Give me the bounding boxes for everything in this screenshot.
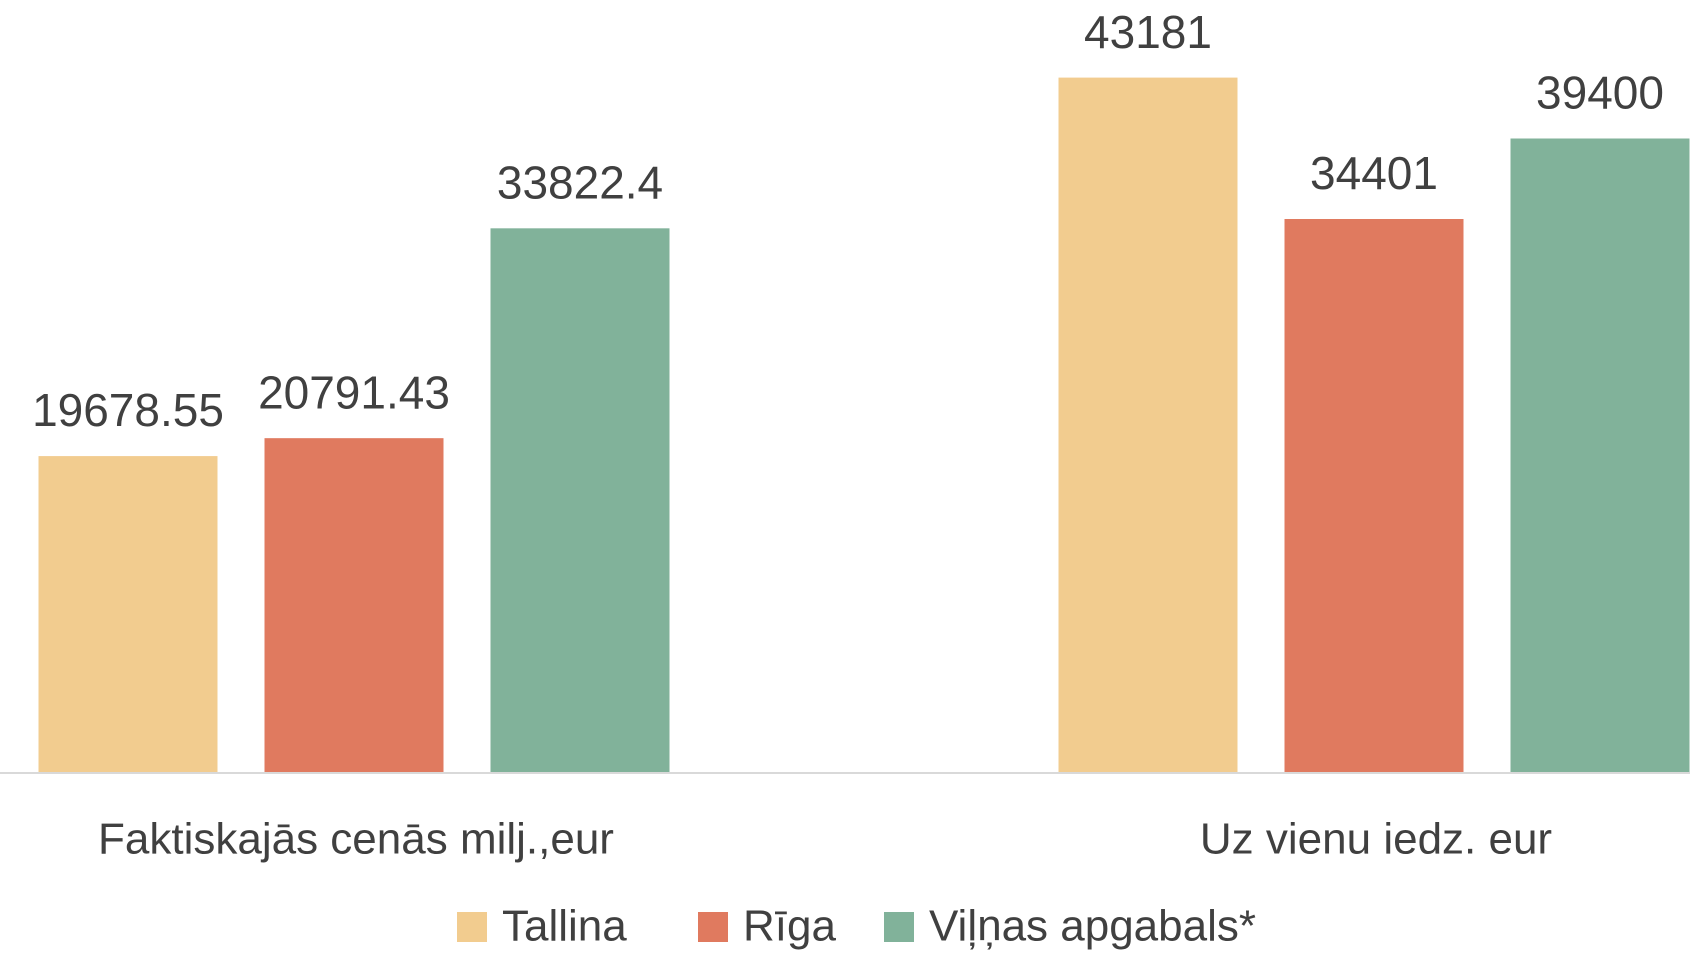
legend-label: Viļņas apgabals* xyxy=(929,902,1256,951)
value-label: 39400 xyxy=(1536,67,1664,119)
value-label: 43181 xyxy=(1084,6,1212,58)
legend-swatch xyxy=(884,912,914,942)
legend-label: Rīga xyxy=(743,902,836,951)
bar xyxy=(38,456,218,773)
bar xyxy=(264,438,444,773)
value-label: 34401 xyxy=(1310,147,1438,199)
bar xyxy=(1284,219,1464,774)
bar xyxy=(490,228,670,774)
legend-label: Tallina xyxy=(502,902,627,951)
value-label: 33822.4 xyxy=(497,156,663,208)
x-tick-label: Uz vienu iedz. eur xyxy=(1200,815,1552,864)
bar xyxy=(1510,138,1690,773)
legend-swatch xyxy=(698,912,728,942)
value-label: 19678.55 xyxy=(32,384,224,436)
legend-swatch xyxy=(457,912,487,942)
value-label: 20791.43 xyxy=(258,366,450,418)
x-tick-label: Faktiskajās cenās milj.,eur xyxy=(98,815,614,864)
bar xyxy=(1058,77,1238,774)
